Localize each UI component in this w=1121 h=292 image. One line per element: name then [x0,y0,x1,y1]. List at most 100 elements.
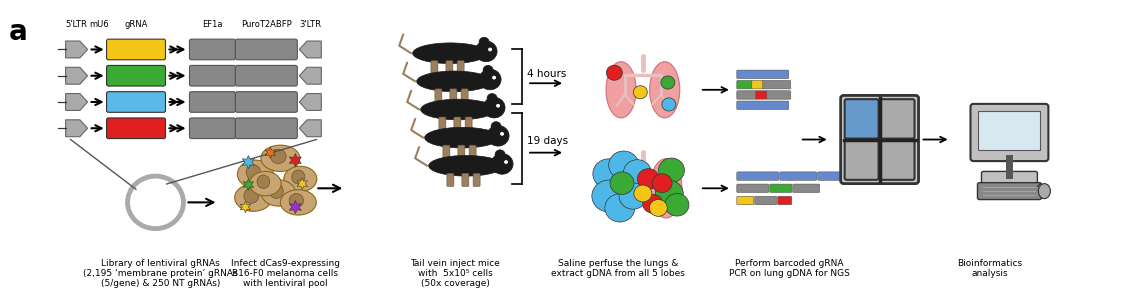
Polygon shape [289,154,302,167]
Ellipse shape [604,159,636,218]
Circle shape [652,174,673,192]
FancyBboxPatch shape [450,89,457,102]
FancyBboxPatch shape [971,104,1048,161]
FancyBboxPatch shape [235,92,297,112]
Circle shape [483,97,506,118]
FancyBboxPatch shape [430,61,438,74]
Circle shape [504,160,508,164]
FancyBboxPatch shape [736,101,789,110]
Ellipse shape [257,175,270,188]
Circle shape [606,65,622,80]
Ellipse shape [280,190,316,215]
Ellipse shape [417,71,492,92]
Circle shape [475,41,497,62]
Text: mU6: mU6 [89,20,109,29]
FancyBboxPatch shape [736,172,779,180]
Circle shape [479,69,501,90]
FancyBboxPatch shape [979,111,1040,150]
FancyBboxPatch shape [457,145,465,158]
Circle shape [656,180,683,206]
Circle shape [658,158,685,182]
Ellipse shape [650,159,682,218]
Circle shape [619,183,647,209]
Polygon shape [266,147,276,158]
FancyBboxPatch shape [881,99,915,139]
Ellipse shape [289,194,304,207]
Polygon shape [299,120,322,137]
Ellipse shape [420,99,495,120]
Circle shape [661,76,675,89]
FancyBboxPatch shape [817,172,850,180]
Circle shape [623,160,651,186]
Ellipse shape [413,43,488,64]
Circle shape [605,194,634,222]
FancyBboxPatch shape [469,145,476,158]
FancyBboxPatch shape [457,61,464,74]
FancyBboxPatch shape [189,39,235,60]
Text: EF1a: EF1a [202,20,223,29]
Text: Bioinformatics
analysis: Bioinformatics analysis [957,259,1022,278]
Circle shape [593,159,624,189]
FancyBboxPatch shape [235,65,297,86]
Ellipse shape [261,180,296,206]
Text: Perform barcoded gRNA
PCR on lung gDNA for NGS: Perform barcoded gRNA PCR on lung gDNA f… [730,259,850,278]
FancyBboxPatch shape [447,173,454,186]
Text: gRNA: gRNA [124,20,148,29]
FancyBboxPatch shape [756,91,768,99]
Circle shape [592,180,626,212]
FancyBboxPatch shape [736,70,789,79]
Polygon shape [66,67,87,84]
Polygon shape [289,201,302,214]
Circle shape [492,76,497,79]
Ellipse shape [244,188,259,203]
Polygon shape [297,178,307,189]
Ellipse shape [425,127,500,148]
FancyBboxPatch shape [439,117,446,130]
FancyBboxPatch shape [736,91,757,99]
FancyBboxPatch shape [435,89,442,102]
Text: 19 days: 19 days [527,136,568,146]
Circle shape [483,65,493,75]
Circle shape [638,169,659,189]
Circle shape [479,37,489,47]
Polygon shape [66,93,87,110]
FancyBboxPatch shape [189,118,235,139]
Circle shape [488,48,492,51]
Circle shape [609,151,639,179]
FancyBboxPatch shape [235,39,297,60]
FancyBboxPatch shape [762,80,790,89]
Ellipse shape [238,160,274,188]
Ellipse shape [250,171,281,196]
Circle shape [497,104,500,108]
FancyBboxPatch shape [851,172,872,180]
Ellipse shape [247,165,260,180]
FancyBboxPatch shape [767,91,790,99]
Text: Library of lentiviral gRNAs
(2,195 ‘membrane protein’ gRNAs
(5/gene) & 250 NT gR: Library of lentiviral gRNAs (2,195 ‘memb… [83,259,238,288]
Circle shape [633,86,647,99]
FancyBboxPatch shape [189,92,235,112]
Circle shape [488,126,509,146]
FancyBboxPatch shape [841,95,918,184]
Polygon shape [242,155,254,168]
FancyBboxPatch shape [473,173,480,186]
FancyBboxPatch shape [881,140,915,180]
Ellipse shape [269,184,284,198]
Polygon shape [243,179,253,190]
Circle shape [649,199,667,216]
FancyBboxPatch shape [754,196,777,205]
FancyBboxPatch shape [446,61,453,74]
Text: a: a [9,18,27,46]
Text: Saline perfuse the lungs &
extract gDNA from all 5 lobes: Saline perfuse the lungs & extract gDNA … [552,259,685,278]
Ellipse shape [1038,184,1050,199]
FancyBboxPatch shape [844,99,879,139]
FancyBboxPatch shape [736,80,753,89]
FancyBboxPatch shape [793,184,819,192]
Text: PuroT2ABFP: PuroT2ABFP [241,20,291,29]
FancyBboxPatch shape [106,92,166,112]
Circle shape [491,122,501,131]
FancyBboxPatch shape [736,196,753,205]
Circle shape [491,154,513,174]
Polygon shape [66,120,87,137]
Ellipse shape [291,170,305,184]
Polygon shape [299,67,322,84]
